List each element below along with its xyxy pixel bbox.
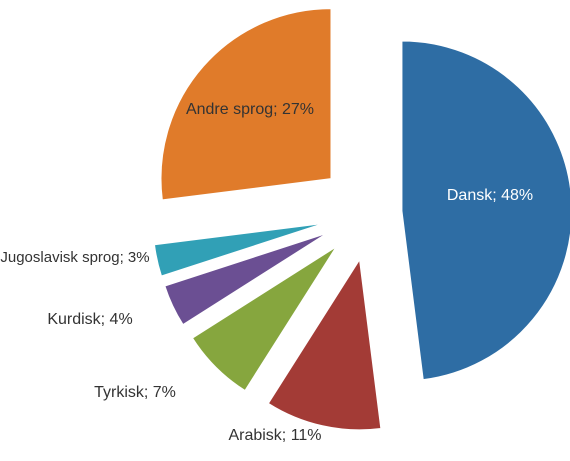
data-label: Jugoslavisk sprog; 3% (0, 249, 149, 266)
data-label: Dansk; 48% (447, 187, 533, 204)
data-label: Arabisk; 11% (228, 427, 321, 444)
pie-slice (160, 8, 332, 201)
data-label: Tyrkisk; 7% (94, 384, 176, 401)
pie-slice (164, 232, 327, 326)
pie-slice (153, 222, 324, 277)
pie-slice (401, 40, 570, 381)
pie-slice (267, 258, 382, 431)
pie-slice (191, 246, 337, 392)
data-label: Andre sprog; 27% (186, 101, 314, 118)
data-label: Kurdisk; 4% (47, 311, 132, 328)
